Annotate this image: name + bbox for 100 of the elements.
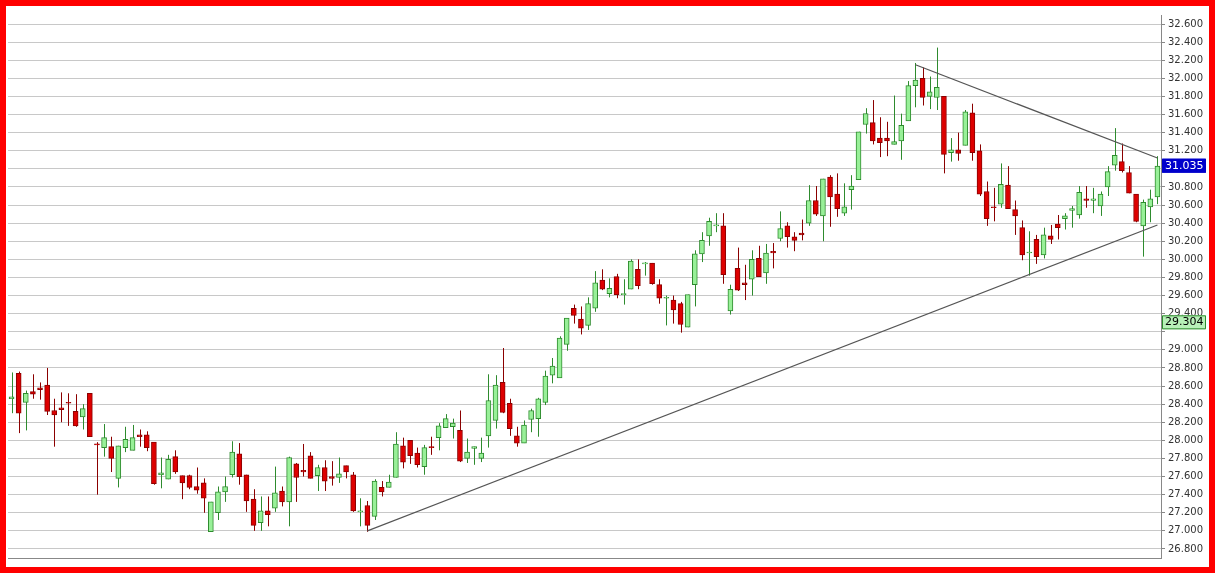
candlestick — [30, 373, 36, 400]
candlestick — [8, 371, 15, 414]
candlestick — [407, 439, 413, 465]
candlestick — [272, 466, 278, 513]
candlestick — [414, 447, 421, 468]
candlestick — [891, 95, 897, 145]
candlestick — [51, 398, 58, 448]
candlestick — [1076, 185, 1082, 220]
candlestick — [869, 99, 876, 145]
candlestick — [763, 243, 769, 285]
candlestick — [827, 174, 833, 228]
candlestick — [1119, 143, 1125, 173]
candlestick — [22, 390, 29, 431]
candlestick — [741, 264, 748, 301]
candlestick — [37, 381, 43, 401]
y-tick-label: 27.800 — [1168, 452, 1203, 464]
candlestick — [528, 408, 534, 433]
y-tick-label: 31.800 — [1168, 90, 1203, 102]
candlestick — [450, 418, 456, 440]
candlestick — [79, 403, 86, 430]
y-tick-label: 27.600 — [1168, 470, 1203, 482]
candlestick — [1147, 189, 1154, 223]
y-tick-label: 30.200 — [1168, 234, 1203, 246]
candlestick — [58, 391, 65, 423]
y-tick-label: 28.600 — [1168, 379, 1203, 391]
y-tick-label: 31.400 — [1168, 126, 1203, 138]
y-tick-label: 32.200 — [1168, 53, 1203, 65]
y-tick-label: 32.400 — [1168, 35, 1203, 47]
annotation: 31.035 — [1165, 158, 1204, 172]
candlestick — [663, 295, 670, 326]
candlestick — [506, 398, 513, 437]
candlestick — [933, 47, 940, 111]
candlestick — [1026, 230, 1033, 277]
y-tick-label: 32.000 — [1168, 71, 1203, 83]
candlestick — [777, 210, 784, 242]
candlestick — [592, 270, 599, 313]
candlestick — [570, 304, 577, 325]
candlestick — [713, 212, 719, 233]
y-tick-label: 29.600 — [1168, 289, 1203, 301]
y-tick-label: 28.400 — [1168, 397, 1203, 409]
candlestick — [108, 436, 115, 473]
candlestick — [143, 430, 150, 452]
candlestick — [699, 231, 705, 263]
y-tick-label: 28.800 — [1168, 361, 1203, 373]
candlestick — [706, 217, 712, 247]
candlestick — [1090, 187, 1097, 214]
y-tick-label: 30.600 — [1168, 198, 1203, 210]
candlestick — [1069, 205, 1075, 229]
candlestick — [101, 423, 107, 458]
candlestick — [791, 231, 798, 252]
y-tick-label: 29.000 — [1168, 343, 1203, 355]
candlestick — [955, 132, 961, 162]
candlestick — [357, 497, 364, 527]
candlestick — [585, 296, 591, 331]
candlestick — [336, 457, 342, 484]
y-tick-label: 27.200 — [1168, 506, 1203, 518]
candlestick — [236, 442, 243, 486]
candlestick — [998, 162, 1004, 209]
y-tick-label: 30.800 — [1168, 180, 1203, 192]
candlestick — [877, 116, 883, 158]
candlestick — [293, 462, 300, 503]
candlestick — [1126, 165, 1132, 194]
candlestick — [329, 460, 335, 487]
y-tick-label: 28.200 — [1168, 415, 1203, 427]
candlestick — [279, 486, 285, 507]
y-tick-label: 30.000 — [1168, 252, 1203, 264]
candlestick — [172, 449, 179, 475]
candlestick — [990, 187, 997, 222]
candlestick — [165, 454, 171, 480]
candlestick — [1083, 185, 1090, 209]
candlestick — [748, 249, 755, 297]
y-tick-label: 31.600 — [1168, 108, 1203, 120]
candlestick — [1054, 214, 1061, 240]
candlestick — [898, 113, 905, 161]
candlestick — [464, 438, 470, 464]
candlestick — [200, 477, 207, 514]
candlestick — [642, 261, 648, 277]
candlestick — [926, 76, 933, 110]
candlestick — [756, 245, 762, 278]
candlestick — [805, 184, 812, 227]
candlestick — [514, 426, 520, 448]
candlestick — [1140, 199, 1147, 258]
y-tick-label: 30.400 — [1168, 216, 1203, 228]
y-tick-label: 27.400 — [1168, 488, 1203, 500]
candlestick — [321, 459, 328, 492]
y-tick-label: 32.600 — [1168, 17, 1203, 29]
y-tick-label: 28.000 — [1168, 433, 1203, 445]
candlestick — [812, 185, 819, 217]
candlestick — [635, 258, 641, 290]
candlestick — [136, 428, 143, 448]
candlestick — [1012, 200, 1018, 236]
candlestick — [834, 172, 840, 218]
y-tick-label: 26.800 — [1168, 542, 1203, 554]
candlestick — [478, 437, 485, 463]
candlestick — [1111, 127, 1118, 172]
candlestick — [264, 495, 271, 527]
candlestick — [215, 486, 221, 521]
y-tick-label: 27.000 — [1168, 524, 1203, 536]
candlestick — [841, 182, 848, 217]
candlestick — [94, 441, 100, 496]
